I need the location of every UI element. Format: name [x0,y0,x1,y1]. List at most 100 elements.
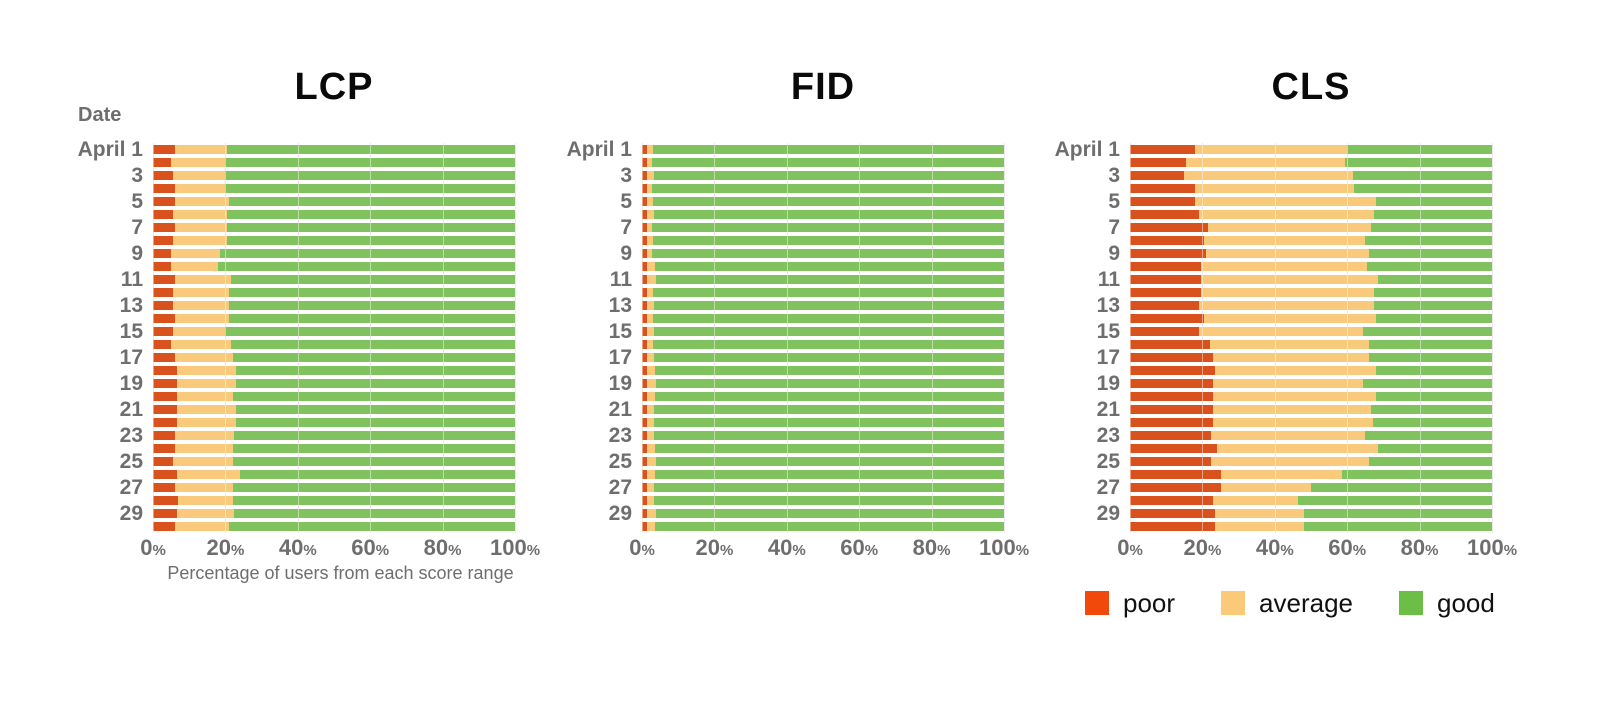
bar-segment-poor [153,314,175,323]
bar-segment-good [654,418,1004,427]
bar-segment-poor [642,262,648,271]
chart-title-cls: CLS [1271,66,1351,108]
bar-row [1130,509,1492,518]
bar-segment-poor [1130,522,1216,531]
bar-segment-average [647,314,653,323]
bar-row [153,353,515,362]
bar-segment-average [647,171,654,180]
bar-segment-poor [1130,249,1207,258]
bar-segment-good [653,301,1004,310]
gridline-overlay [1202,143,1204,533]
x-tick-label: 0% [1090,535,1170,561]
gridline [1419,143,1421,533]
x-tick-percent-sign: % [1425,542,1439,559]
bar-segment-average [647,392,656,401]
bar-segment-poor [1130,327,1199,336]
x-axis-title: Percentage of users from each score rang… [167,563,514,583]
bar-segment-poor [1130,379,1214,388]
bar-segment-poor [153,509,177,518]
bar-segment-average [1200,288,1375,297]
bar-segment-poor [642,197,648,206]
x-tick-label: 20% [674,535,754,561]
bar-segment-poor [153,379,177,388]
bar-segment-poor [642,171,648,180]
bar-row [642,327,1004,336]
bar-segment-poor [642,470,648,479]
bar-segment-poor [642,314,648,323]
bar-segment-good [234,431,515,440]
bar-segment-poor [642,444,648,453]
bar-segment-good [652,249,1004,258]
bar-row [153,418,515,427]
bar-segment-average [647,470,656,479]
bar-segment-good [655,509,1004,518]
bar-segment-good [1376,366,1492,375]
bar-segment-good [655,522,1004,531]
bar-row [153,509,515,518]
y-axis-label: 7 [1108,216,1120,239]
bar-segment-poor [642,522,648,531]
bar-segment-poor [153,262,172,271]
x-tick-label: 60% [1307,535,1387,561]
gridline [1130,143,1131,533]
x-tick-percent-sign: % [303,542,317,559]
bar-segment-average [1209,340,1369,349]
bar-segment-good [1376,392,1492,401]
bar-segment-average [176,470,240,479]
bar-segment-average [174,145,228,154]
bar-segment-average [1195,197,1377,206]
y-axis-label: 17 [1096,346,1120,369]
bar-segment-average [647,223,653,232]
bar-segment-poor [1130,405,1214,414]
plot-area-lcp: 0% 20% 40% 60% 80% 100% [140,143,540,563]
bar-segment-average [647,327,654,336]
bar-segment-poor [153,197,175,206]
x-tick-label: 0% [602,535,682,561]
y-axis-label: 27 [608,476,632,499]
bar-segment-good [1374,210,1492,219]
x-tick-percent-sign: % [1280,542,1294,559]
y-axis-title: Date [78,104,122,126]
bar-segment-poor [1130,366,1216,375]
bar-segment-good [652,236,1004,245]
bar-segment-good [230,340,515,349]
bar-row [642,457,1004,466]
y-axis-label: 27 [119,476,143,499]
bar-segment-poor [1130,470,1221,479]
bar-segment-poor [642,418,648,427]
bar-row [153,184,515,193]
gridline-overlay [1419,143,1421,533]
bar-row [153,483,515,492]
bar-segment-good [654,496,1004,505]
bar-segment-good [653,431,1004,440]
bar-row [1130,327,1492,336]
gridline-overlay [1347,143,1349,533]
bar-segment-poor [1130,444,1217,453]
bar-segment-poor [642,431,648,440]
x-tick-label: 40% [747,535,827,561]
bar-row [1130,314,1492,323]
bar-segment-poor [153,431,175,440]
bar-segment-poor [153,288,173,297]
gridline [515,143,516,533]
bar-segment-average [176,392,233,401]
y-axis-label: 5 [1108,190,1120,213]
bar-segment-poor [1130,275,1201,284]
x-tick-label: 40% [258,535,338,561]
x-tick-label: 100% [475,535,555,561]
x-tick-value: 0 [1117,535,1130,560]
bar-segment-average [174,275,231,284]
legend-label-average: average [1259,588,1354,618]
x-tick-label: 40% [1235,535,1315,561]
x-tick-value: 20 [206,535,231,560]
bar-row [1130,366,1492,375]
bar-segment-average [1211,431,1366,440]
bar-row [153,249,515,258]
bar-segment-poor [153,353,175,362]
bar-segment-good [652,145,1004,154]
bar-segment-good [232,457,515,466]
bar-segment-poor [153,483,175,492]
bar-segment-poor [642,288,648,297]
bar-row [153,457,515,466]
bar-segment-average [647,431,654,440]
